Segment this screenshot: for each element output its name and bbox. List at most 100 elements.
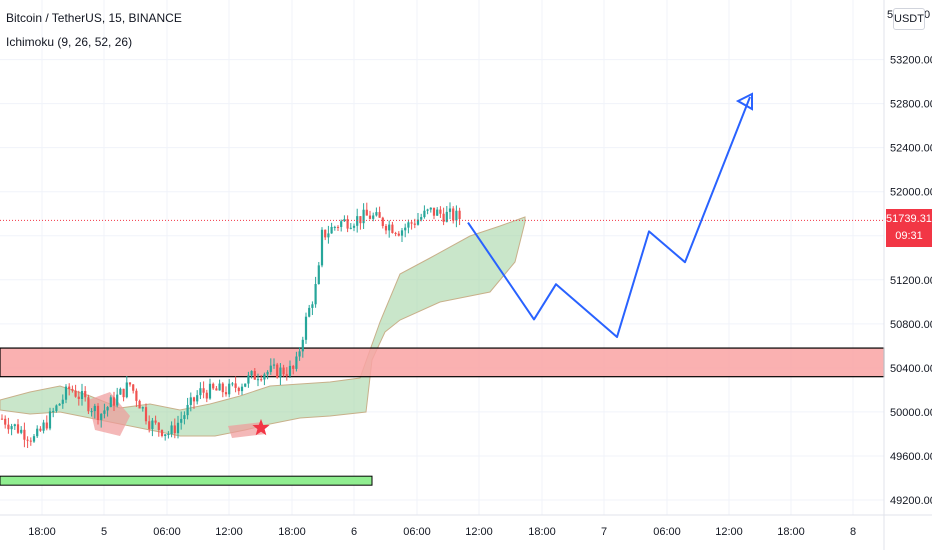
candle-body — [375, 212, 378, 216]
candle-body — [320, 229, 324, 266]
candle-body — [420, 217, 423, 220]
candle-body — [215, 388, 218, 391]
candles — [0, 202, 461, 449]
indicator-legend[interactable]: Ichimoku (9, 26, 52, 26) — [6, 35, 133, 49]
candle-body — [272, 364, 276, 366]
candle-body — [256, 379, 260, 381]
last-price-value: 51739.31 — [886, 213, 932, 225]
candle-body — [36, 428, 39, 437]
candle-body — [298, 351, 301, 357]
symbol-title[interactable]: Bitcoin / TetherUS, 15, BINANCE — [6, 11, 182, 25]
candle-body — [304, 316, 308, 340]
candle-body — [282, 367, 285, 375]
candle-body — [32, 436, 36, 442]
candle-body — [122, 388, 125, 398]
candle-body — [410, 222, 413, 224]
candle-body — [362, 209, 365, 224]
candle-body — [106, 407, 109, 411]
currency-badge[interactable]: USDT — [893, 8, 925, 30]
candle-body — [176, 422, 180, 434]
candle-body — [439, 209, 442, 214]
candle-body — [288, 365, 292, 376]
candle-body — [263, 374, 266, 380]
candle-body — [423, 210, 426, 218]
price-tick-label: 50800.00 — [890, 319, 932, 331]
candle-body — [90, 411, 93, 413]
candle-body — [135, 390, 138, 401]
candle-body — [244, 383, 247, 387]
time-tick-label: 12:00 — [215, 526, 243, 538]
resistance-zone — [0, 347, 885, 378]
candle-body — [368, 215, 372, 219]
candle-body — [378, 212, 381, 218]
candle-body — [455, 210, 458, 221]
cloud-bear-patch — [88, 392, 130, 436]
candle-body — [189, 397, 192, 405]
candle-body — [269, 365, 272, 372]
support-line — [0, 475, 373, 486]
time-axis[interactable]: 18:00 5 06:00 12:00 18:00 6 06:00 12:00 18:00 7 06… — [0, 514, 932, 538]
candle-body — [103, 410, 106, 414]
candle-body — [61, 399, 64, 404]
candle-body — [317, 265, 320, 285]
candle-body — [228, 383, 231, 395]
time-tick-label: 18:00 — [278, 526, 306, 538]
candle-body — [237, 387, 240, 392]
candle-body — [301, 339, 304, 352]
projection-path — [467, 96, 751, 339]
candle-body — [218, 383, 221, 391]
candle-body — [20, 429, 23, 433]
candle-body — [45, 422, 48, 429]
candle-body — [180, 418, 183, 423]
candle-body — [340, 221, 343, 227]
time-tick-label: 5 — [101, 526, 107, 538]
candle-body — [116, 394, 119, 406]
price-tick-label: 51200.00 — [890, 275, 932, 287]
candle-body — [87, 397, 90, 412]
candle-body — [144, 407, 148, 422]
candle-body — [186, 404, 189, 416]
candle-body — [442, 213, 445, 222]
candle-body — [445, 211, 448, 222]
price-axis[interactable]: 49200.00 49600.00 50000.00 50400.00 50800.00… — [883, 0, 932, 550]
time-tick-label: 8 — [850, 526, 856, 538]
candle-body — [234, 383, 237, 388]
time-tick-label: 06:00 — [653, 526, 681, 538]
candle-body — [432, 207, 436, 216]
candle-body — [352, 225, 356, 228]
candle-body — [29, 440, 32, 442]
time-tick-label: 18:00 — [528, 526, 556, 538]
time-tick-label: 7 — [601, 526, 607, 538]
candle-body — [205, 392, 208, 399]
candle-body — [240, 386, 244, 392]
candle-body — [253, 371, 256, 380]
candle-body — [112, 397, 116, 406]
time-tick-label: 06:00 — [153, 526, 181, 538]
candle-body — [93, 405, 96, 412]
time-tick-label: 6 — [351, 526, 357, 538]
price-tick-label: 50400.00 — [890, 363, 932, 375]
candle-body — [391, 224, 394, 233]
last-price-tag: 51739.31 09:31 — [886, 209, 932, 247]
candle-body — [125, 382, 128, 398]
price-tick-label: 52800.00 — [890, 99, 932, 111]
candle-body — [333, 226, 336, 228]
candle-body — [224, 392, 228, 395]
candle-body — [330, 226, 333, 234]
candle-body — [365, 209, 368, 216]
candle-body — [429, 207, 432, 210]
countdown-timer: 09:31 — [895, 230, 923, 242]
candle-body — [400, 230, 404, 236]
candle-body — [314, 284, 317, 305]
candle-body — [231, 383, 234, 385]
candle-body — [148, 421, 151, 429]
candle-body — [285, 374, 288, 376]
candle-body — [157, 422, 160, 430]
candle-body — [448, 208, 452, 212]
candle-body — [212, 383, 215, 389]
candle-body — [384, 225, 388, 231]
price-tick-label-cut: 0 — [924, 9, 930, 21]
candle-body — [64, 386, 68, 400]
candle-body — [324, 229, 327, 238]
